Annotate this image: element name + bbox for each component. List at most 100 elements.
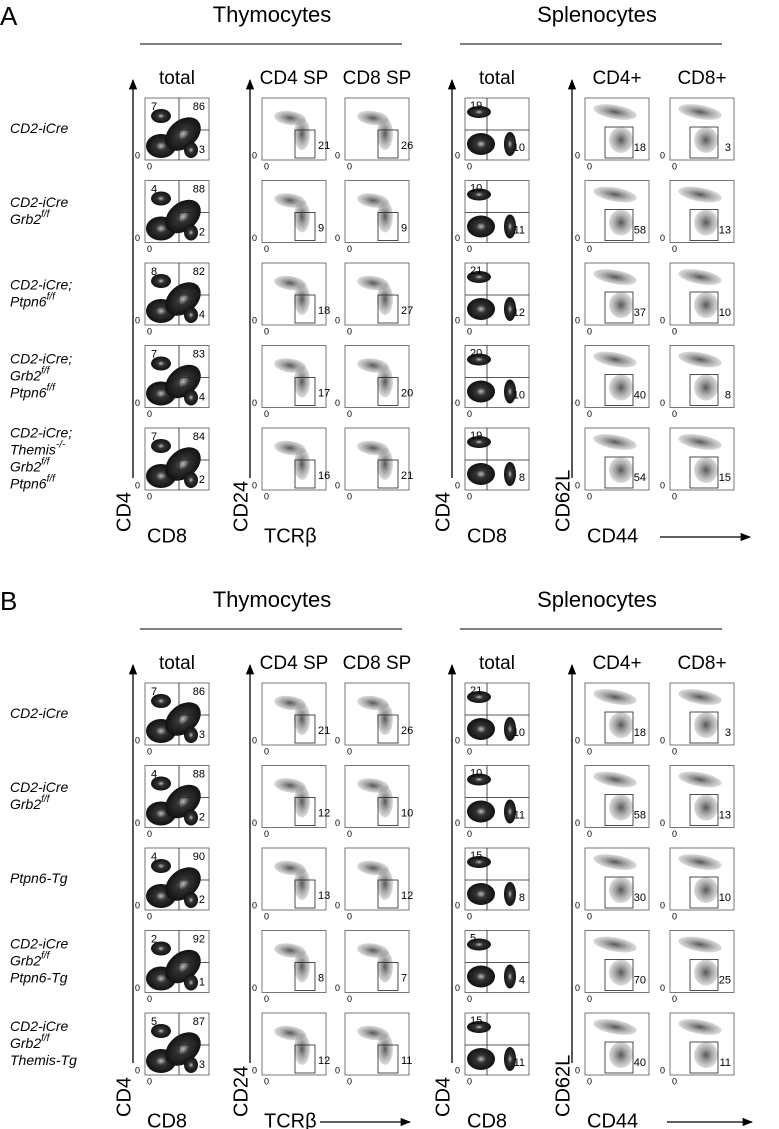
- cell-population: [377, 200, 393, 233]
- gate: [294, 294, 316, 324]
- cell-population: [467, 800, 495, 823]
- axis-zero: 0: [252, 735, 257, 745]
- axis-zero: 0: [335, 818, 340, 828]
- gate: [689, 1041, 719, 1074]
- axis-zero: 0: [672, 491, 677, 501]
- cell-population: [294, 785, 310, 818]
- cell-population: [678, 351, 722, 368]
- gate-percentage: 4: [151, 768, 157, 780]
- cell-population: [377, 950, 393, 983]
- gate: [294, 797, 316, 826]
- gate-percentage: 58: [634, 224, 646, 236]
- gate-percentage: 37: [634, 307, 646, 319]
- cell-population: [184, 224, 198, 241]
- axis-zero: 0: [455, 735, 460, 745]
- gate-percentage: 18: [318, 305, 330, 317]
- gate-percentage: 12: [318, 807, 330, 819]
- cell-population: [377, 365, 393, 398]
- cell-population: [593, 1019, 637, 1035]
- gate: [377, 212, 399, 241]
- gate-percentage: 12: [401, 890, 413, 902]
- gate-percentage: 4: [199, 309, 205, 321]
- gate: [689, 291, 719, 324]
- axis-zero: 0: [252, 150, 257, 160]
- genotype-text: CD2-iCre: [10, 705, 69, 721]
- gate-percentage: 4: [151, 183, 157, 195]
- gate-percentage: 82: [193, 266, 205, 278]
- cell-population: [294, 118, 310, 150]
- cell-population: [467, 133, 495, 155]
- axis-zero: 0: [347, 829, 352, 839]
- plot-frame: [261, 765, 327, 828]
- gate: [377, 377, 399, 406]
- gate-percentage: 3: [199, 729, 205, 741]
- column-header: total: [479, 653, 515, 674]
- gate: [604, 291, 634, 324]
- cell-population: [294, 200, 310, 233]
- axis-zero: 0: [467, 829, 472, 839]
- axis-zero: 0: [455, 480, 460, 490]
- gate-percentage: 1: [199, 976, 205, 988]
- axis-zero: 0: [264, 1076, 269, 1086]
- x-axis-label: CD8: [467, 525, 507, 547]
- gate: [377, 129, 399, 159]
- plot-frame: [344, 262, 410, 326]
- gate: [294, 129, 316, 159]
- genotype-text: CD2-iCre: [10, 1018, 69, 1034]
- axis-zero: 0: [467, 746, 472, 756]
- genotype-text: Ptpn6: [10, 293, 47, 309]
- cell-population: [467, 380, 495, 403]
- gate-percentage: 86: [193, 101, 205, 113]
- gate-percentage: 10: [719, 892, 731, 904]
- gate-percentage: 25: [719, 974, 731, 986]
- cell-population: [678, 771, 722, 788]
- axis-zero: 0: [575, 735, 580, 745]
- genotype-text: Grb2: [10, 367, 41, 383]
- cell-population: [184, 307, 198, 323]
- axis-zero: 0: [660, 1065, 665, 1075]
- gate-percentage: 13: [719, 809, 731, 821]
- gate: [604, 374, 634, 406]
- axis-zero: 0: [467, 326, 472, 336]
- x-axis-label: TCRβ: [264, 525, 317, 547]
- genotype-text: Grb2: [10, 458, 41, 474]
- genotype-label: CD2-iCre: [10, 705, 69, 721]
- axis-zero: 0: [587, 829, 592, 839]
- gate-percentage: 9: [318, 222, 324, 234]
- cell-population: [467, 1021, 491, 1033]
- gate-percentage: 10: [513, 727, 525, 739]
- cell-population: [467, 353, 491, 366]
- cell-population: [694, 794, 718, 821]
- axis-zero: 0: [135, 983, 140, 993]
- x-axis-label: CD44: [587, 525, 638, 547]
- genotype-label: Themis-/-: [10, 439, 66, 457]
- genotype-text: CD2-iCre: [10, 935, 69, 951]
- gate-percentage: 21: [318, 725, 330, 737]
- axis-zero: 0: [660, 818, 665, 828]
- axis-zero: 0: [587, 326, 592, 336]
- gate-percentage: 2: [199, 894, 205, 906]
- x-axis-label: CD8: [467, 1110, 507, 1129]
- cell-population: [678, 186, 722, 203]
- y-axis-label: CD4: [113, 492, 135, 532]
- axis-zero: 0: [660, 315, 665, 325]
- cell-population: [694, 1042, 718, 1068]
- gate-percentage: 11: [720, 1057, 731, 1069]
- plot-frame: [261, 930, 327, 993]
- cell-population: [467, 856, 491, 868]
- axis-zero: 0: [252, 1065, 257, 1075]
- gate: [377, 459, 399, 489]
- group-header: Thymocytes: [213, 2, 332, 27]
- cell-population: [593, 351, 637, 368]
- gate: [294, 377, 316, 406]
- axis-zero: 0: [135, 1065, 140, 1075]
- column-header: CD4 SP: [260, 653, 329, 674]
- axis-zero: 0: [335, 233, 340, 243]
- axis-zero: 0: [672, 994, 677, 1004]
- gate-percentage: 11: [514, 224, 525, 236]
- plot-frame: [344, 180, 410, 243]
- axis-zero: 0: [575, 1065, 580, 1075]
- cell-population: [467, 883, 495, 905]
- plot-frame: [344, 930, 410, 993]
- axis-zero: 0: [335, 150, 340, 160]
